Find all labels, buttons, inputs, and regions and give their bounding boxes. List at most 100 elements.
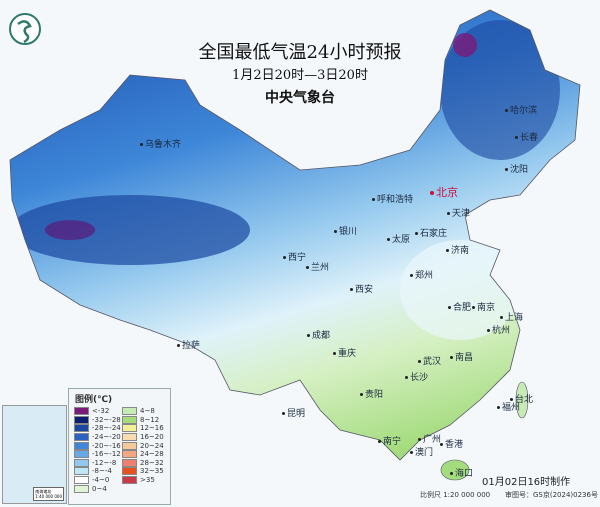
city-label: 南宁 [378, 434, 401, 447]
city-label: 福州 [497, 400, 520, 413]
legend-swatch [122, 467, 137, 476]
city-label: 天津 [447, 206, 470, 219]
legend-item: 24~28 [122, 450, 170, 459]
legend-swatch [122, 458, 137, 467]
city-label: 成都 [307, 328, 330, 341]
legend-label: -20~-16 [92, 441, 121, 450]
city-label: 台北 [510, 392, 533, 405]
legend-item: <-32 [74, 407, 122, 416]
legend-item: -4~0 [74, 476, 122, 485]
legend-swatch [122, 433, 137, 442]
city-label: 贵阳 [360, 387, 383, 400]
legend-swatch [74, 467, 89, 476]
city-label: 昆明 [282, 406, 305, 419]
legend-label: -28~-24 [92, 424, 121, 433]
legend-swatch [122, 424, 137, 433]
city-label: 南昌 [450, 350, 473, 363]
city-label-capital: 北京 [430, 184, 458, 200]
legend-swatch [74, 424, 89, 433]
legend-item: 16~20 [122, 433, 170, 442]
city-label: 南京 [472, 300, 495, 313]
legend-item: -24~-20 [74, 433, 122, 442]
south-china-sea-inset: 南海诸岛 1:40 000 000 [2, 405, 67, 504]
legend-swatch [74, 450, 89, 459]
legend-item: 8~12 [122, 415, 170, 425]
city-label: 长春 [515, 130, 538, 143]
legend-label: 28~32 [140, 458, 164, 467]
city-label: 西安 [350, 282, 373, 295]
legend-label: 32~35 [140, 467, 164, 476]
city-label: 郑州 [410, 268, 433, 281]
map-scale: 比例尺 1:20 000 000 [420, 491, 491, 499]
inset-scale: 1:40 000 000 [35, 494, 62, 499]
legend-item: -32~-28 [74, 415, 122, 425]
city-label: 广州 [418, 432, 441, 445]
city-label: 香港 [440, 437, 463, 450]
legend-label: -32~-28 [92, 415, 121, 424]
legend-item: -20~-16 [74, 441, 122, 450]
legend-item: 12~16 [122, 424, 170, 433]
legend-swatch [74, 415, 89, 424]
city-label: 合肥 [448, 300, 471, 313]
legend-item: >35 [122, 476, 170, 485]
legend-swatch [122, 476, 137, 485]
city-label: 沈阳 [505, 162, 528, 175]
city-label: 杭州 [487, 323, 510, 336]
legend-label: 24~28 [140, 450, 164, 459]
city-label: 海口 [450, 466, 473, 479]
legend-item: -12~-8 [74, 458, 122, 468]
legend-swatch [74, 476, 89, 485]
legend-item: -16~-12 [74, 450, 122, 459]
legend-label: -12~-8 [92, 458, 117, 467]
city-label: 石家庄 [415, 226, 447, 239]
legend-swatch [122, 441, 137, 450]
legend-swatch [122, 407, 137, 416]
city-label: 拉萨 [177, 338, 200, 351]
city-label: 呼和浩特 [372, 192, 413, 205]
city-label: 哈尔滨 [505, 103, 537, 116]
forecast-period: 1月2日20时—3日20时 [232, 68, 368, 83]
city-label: 上海 [500, 310, 523, 323]
city-label: 银川 [334, 224, 357, 237]
city-label: 乌鲁木齐 [140, 137, 181, 150]
issuer: 中央气象台 [265, 90, 335, 106]
legend-item: 4~8 [122, 407, 170, 416]
legend-label: <-32 [92, 407, 110, 416]
city-label: 太原 [387, 232, 410, 245]
map-approval-number: 审图号：GS京(2024)0236号 [505, 491, 598, 499]
legend-swatch [74, 441, 89, 450]
inset-label: 南海诸岛 [35, 489, 52, 494]
city-label: 长沙 [405, 370, 428, 383]
city-label: 济南 [446, 243, 469, 256]
city-label: 兰州 [306, 260, 329, 273]
legend-label: 8~12 [140, 415, 160, 424]
legend-item: 32~35 [122, 467, 170, 476]
legend-swatch [74, 484, 89, 493]
legend-label: 0~4 [92, 484, 107, 493]
legend-swatch [74, 458, 89, 467]
legend-title: 图例(℃) [75, 395, 113, 405]
legend-label: >35 [140, 476, 155, 485]
legend-swatch [74, 433, 89, 442]
legend-item: 0~4 [74, 484, 122, 493]
legend-label: -24~-20 [92, 433, 121, 442]
legend-swatch [122, 450, 137, 459]
city-label: 武汉 [418, 354, 441, 367]
legend-item: 28~32 [122, 458, 170, 468]
city-label: 重庆 [333, 346, 356, 359]
legend-label: -8~-4 [92, 467, 112, 476]
legend: 图例(℃) <-32 -32~-28 -28~-24 -24~-20 -20~-16 -1… [68, 388, 171, 505]
legend-label: 12~16 [140, 424, 164, 433]
legend-label: 16~20 [140, 433, 164, 442]
city-label: 西宁 [283, 250, 306, 263]
legend-item: -8~-4 [74, 467, 122, 476]
legend-item: 20~24 [122, 441, 170, 450]
legend-label: -16~-12 [92, 450, 121, 459]
legend-item: -28~-24 [74, 424, 122, 433]
legend-swatch [122, 415, 137, 424]
legend-label: 20~24 [140, 441, 164, 450]
production-time: 01月02日16时制作 [482, 477, 571, 488]
map-title: 全国最低气温24小时预报 [198, 42, 402, 63]
